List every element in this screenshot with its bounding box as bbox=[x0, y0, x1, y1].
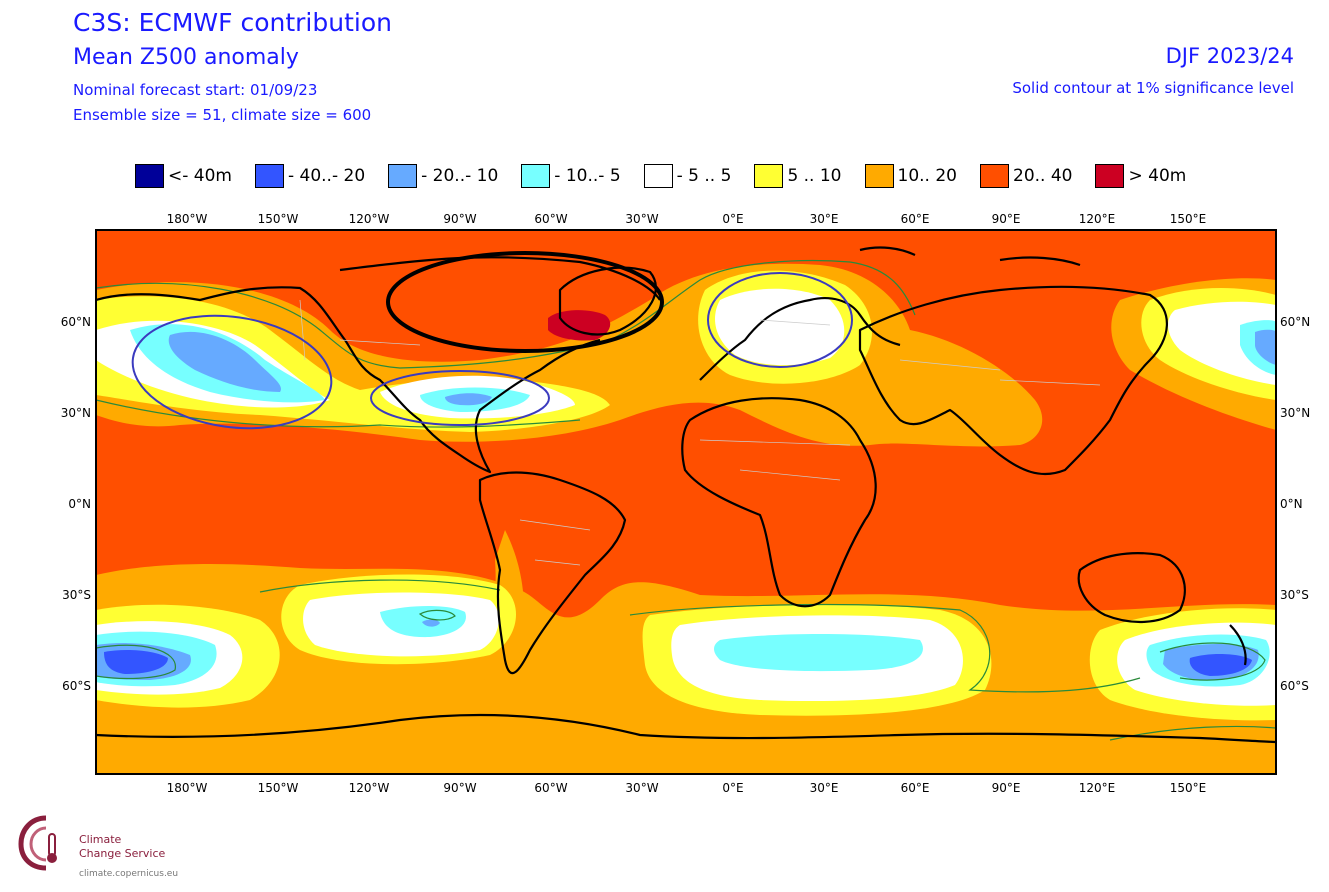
legend-swatch bbox=[388, 164, 418, 188]
map-frame bbox=[95, 229, 1277, 775]
legend-item: 20.. 40 bbox=[980, 164, 1072, 188]
lon-tick-label: 120°W bbox=[349, 212, 390, 226]
lon-tick-label: 60°W bbox=[534, 212, 567, 226]
season-label: DJF 2023/24 bbox=[1165, 44, 1294, 68]
legend-label: - 40..- 20 bbox=[287, 166, 366, 186]
field-neg20-40-se-pacific bbox=[1189, 654, 1252, 676]
legend-item: 10.. 20 bbox=[864, 164, 957, 188]
lon-tick-label: 90°E bbox=[992, 781, 1021, 795]
highlight-ellipses bbox=[131, 251, 853, 430]
lat-axis-left: 60°N 30°N 0°N 30°S 60°S bbox=[61, 315, 91, 693]
legend-swatch bbox=[980, 164, 1009, 188]
ensemble-info: Ensemble size = 51, climate size = 600 bbox=[73, 106, 372, 124]
significance-note: Solid contour at 1% significance level bbox=[1012, 79, 1294, 97]
legend-swatch bbox=[254, 164, 284, 188]
legend-label: <- 40m bbox=[168, 166, 232, 186]
lon-tick-label: 180°W bbox=[167, 212, 208, 226]
legend-label: 10.. 20 bbox=[897, 166, 957, 186]
lat-tick-label: 60°S bbox=[62, 679, 91, 693]
lon-axis-top: 180°W 150°W 120°W 90°W 60°W 30°W 0°E 30°E 60°E 90… bbox=[167, 212, 1207, 226]
ellipse-npacific bbox=[131, 314, 333, 430]
lon-tick-label: 150°W bbox=[258, 781, 299, 795]
lon-tick-label: 180°W bbox=[167, 781, 208, 795]
legend-swatch bbox=[1095, 164, 1125, 188]
legend-swatch bbox=[521, 164, 551, 188]
lon-tick-label: 60°E bbox=[901, 781, 930, 795]
logo-url: climate.copernicus.eu bbox=[79, 869, 179, 879]
anomaly-field bbox=[96, 230, 1276, 774]
lon-tick-label: 90°E bbox=[992, 212, 1021, 226]
field-neg20-40-sw-pacific bbox=[104, 650, 168, 674]
legend-label: > 40m bbox=[1128, 166, 1187, 186]
lon-tick-label: 30°W bbox=[625, 781, 658, 795]
field-neutral-europe bbox=[715, 288, 845, 366]
logo-line2: Change Service bbox=[79, 847, 166, 860]
lon-tick-label: 150°E bbox=[1170, 212, 1207, 226]
field-neg10-20-npacific bbox=[168, 331, 281, 392]
lat-tick-label: 60°N bbox=[61, 315, 91, 329]
lon-tick-label: 150°E bbox=[1170, 781, 1207, 795]
lon-tick-label: 0°E bbox=[722, 781, 743, 795]
copernicus-logo: Climate Change Service climate.copernicu… bbox=[16, 812, 216, 882]
title-line1: C3S: ECMWF contribution bbox=[73, 8, 392, 37]
legend-label: - 5 .. 5 bbox=[676, 166, 732, 186]
field-20-40-pole bbox=[96, 230, 1276, 250]
legend-label: 5 .. 10 bbox=[787, 166, 842, 186]
coastlines bbox=[96, 246, 1276, 744]
field-neg10-20-s-pacific bbox=[422, 619, 440, 627]
legend-item: - 40..- 20 bbox=[254, 164, 366, 188]
lon-tick-label: 60°W bbox=[534, 781, 567, 795]
lon-axis-bottom: 180°W 150°W 120°W 90°W 60°W 30°W 0°E 30°E 60°E 90… bbox=[167, 781, 1207, 795]
lon-tick-label: 120°W bbox=[349, 781, 390, 795]
lat-tick-label: 60°N bbox=[1280, 315, 1310, 329]
legend-item: - 20..- 10 bbox=[388, 164, 498, 188]
ellipse-us bbox=[370, 370, 550, 426]
lat-tick-label: 0°N bbox=[68, 497, 91, 511]
thermometer-icon bbox=[18, 815, 57, 871]
lat-tick-label: 30°N bbox=[61, 406, 91, 420]
legend-item: > 40m bbox=[1095, 164, 1186, 188]
field-gt40-labrador bbox=[548, 310, 611, 341]
legend-label: 20.. 40 bbox=[1013, 166, 1073, 186]
anomaly-map: 180°W 150°W 120°W 90°W 60°W 30°W 0°E 30°E 60°E 90… bbox=[61, 212, 1311, 795]
lat-tick-label: 30°S bbox=[1280, 588, 1309, 602]
lat-tick-label: 0°N bbox=[1280, 497, 1303, 511]
legend-label: - 10..- 5 bbox=[554, 166, 621, 186]
lon-tick-label: 30°W bbox=[625, 212, 658, 226]
title-line2: Mean Z500 anomaly bbox=[73, 45, 299, 70]
country-borders bbox=[299, 299, 1101, 566]
lat-tick-label: 30°S bbox=[62, 588, 91, 602]
lon-tick-label: 150°W bbox=[258, 212, 299, 226]
lon-tick-label: 120°E bbox=[1079, 781, 1116, 795]
legend-swatch bbox=[643, 164, 673, 188]
lat-axis-right: 60°N 30°N 0°N 30°S 60°S bbox=[1280, 315, 1310, 693]
ellipse-canada-greenland bbox=[386, 251, 664, 353]
forecast-start: Nominal forecast start: 01/09/23 bbox=[73, 81, 318, 99]
lat-tick-label: 60°S bbox=[1280, 679, 1309, 693]
field-neg5-10-s-atlantic bbox=[714, 634, 923, 672]
lon-tick-label: 60°E bbox=[901, 212, 930, 226]
lat-tick-label: 30°N bbox=[1280, 406, 1310, 420]
lon-tick-label: 90°W bbox=[443, 212, 476, 226]
field-neg10-20-us bbox=[445, 393, 492, 406]
legend-swatch bbox=[754, 164, 784, 188]
legend-item: - 10..- 5 bbox=[521, 164, 621, 188]
ellipse-europe bbox=[707, 272, 853, 368]
legend-item: <- 40m bbox=[135, 164, 232, 188]
lon-tick-label: 120°E bbox=[1079, 212, 1116, 226]
legend-item: 5 .. 10 bbox=[754, 164, 842, 188]
legend-label: - 20..- 10 bbox=[421, 166, 499, 186]
legend-swatch bbox=[135, 164, 164, 188]
lon-tick-label: 0°E bbox=[722, 212, 743, 226]
lon-tick-label: 30°E bbox=[810, 781, 839, 795]
legend-item: - 5 .. 5 bbox=[643, 164, 732, 188]
lon-tick-label: 90°W bbox=[443, 781, 476, 795]
color-legend: <- 40m - 40..- 20 - 20..- 10 - 10..- 5 -… bbox=[135, 161, 1209, 191]
field-neg10-20-nwpacific-edge bbox=[1255, 329, 1276, 365]
lon-tick-label: 30°E bbox=[810, 212, 839, 226]
logo-line1: Climate bbox=[79, 833, 122, 846]
legend-swatch bbox=[864, 164, 894, 188]
